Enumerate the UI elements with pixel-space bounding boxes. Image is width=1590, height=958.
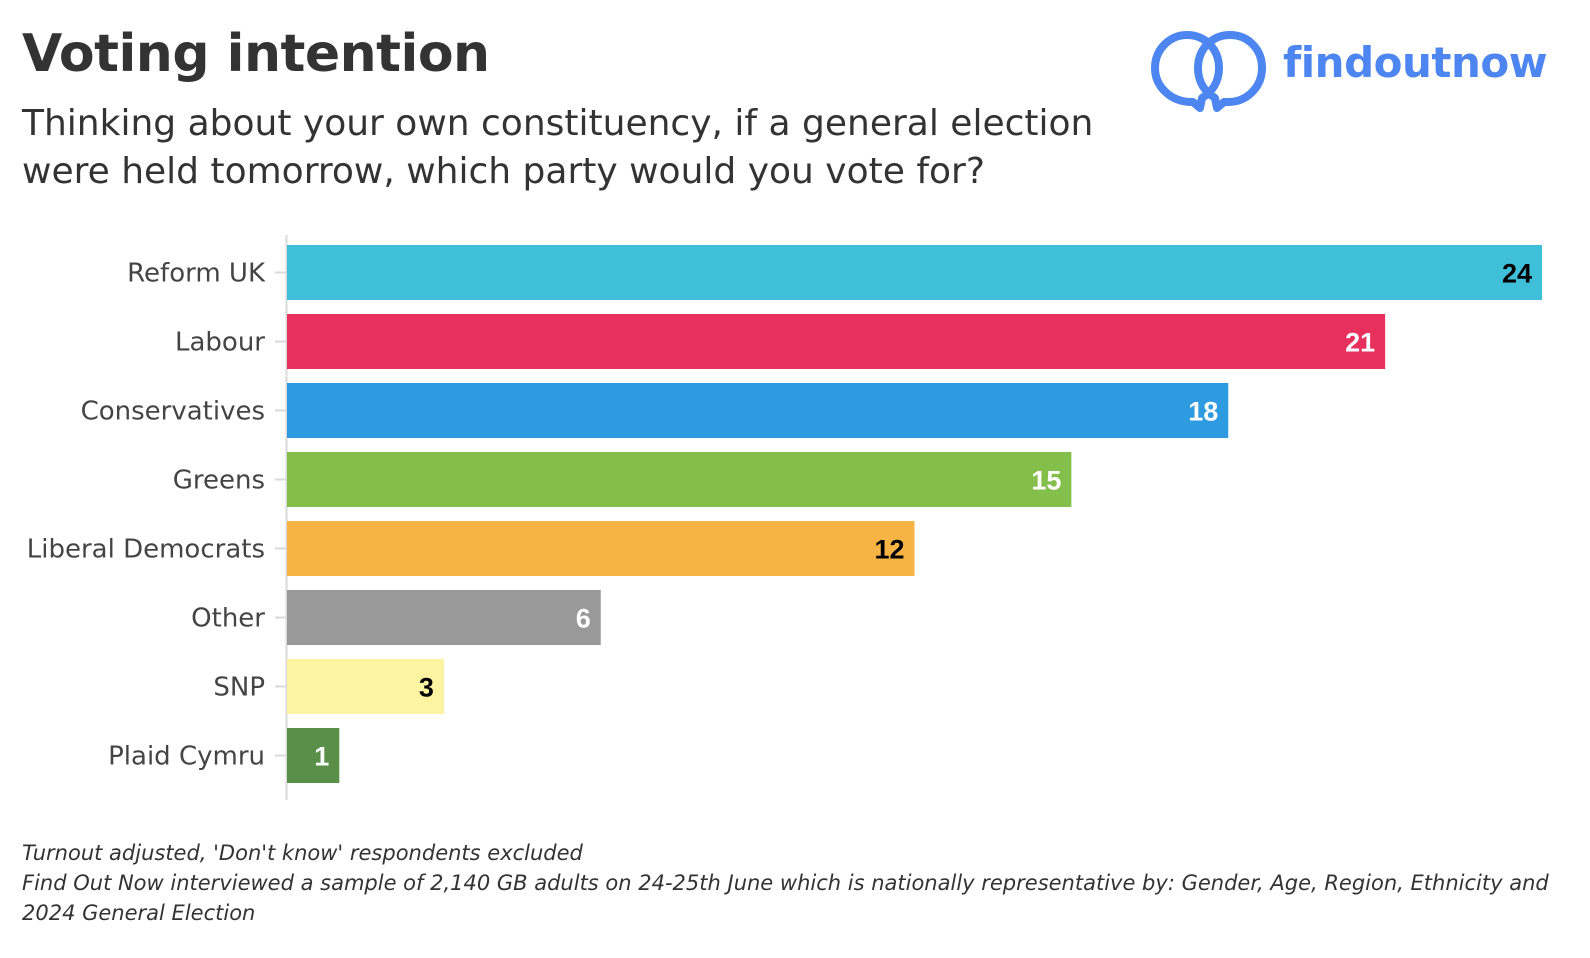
data-label-liberal-democrats: 12 bbox=[874, 535, 904, 565]
brand-logo: findoutnow bbox=[1150, 28, 1550, 112]
data-label-other: 6 bbox=[576, 604, 591, 634]
linked-speech-bubbles-icon bbox=[1151, 31, 1266, 112]
brand-name: findoutnow bbox=[1283, 38, 1548, 87]
bar-conservatives bbox=[287, 383, 1229, 438]
data-label-greens: 15 bbox=[1031, 466, 1061, 496]
bar-greens bbox=[287, 452, 1072, 507]
bar-plaid-cymru bbox=[287, 728, 340, 783]
bar-liberal-democrats bbox=[287, 521, 915, 576]
data-label-conservatives: 18 bbox=[1188, 397, 1218, 427]
chart-subtitle: Thinking about your own constituency, if… bbox=[22, 103, 1094, 192]
footnote: Turnout adjusted, 'Don't know' responden… bbox=[22, 838, 1572, 928]
data-label-labour: 21 bbox=[1345, 328, 1375, 358]
category-label-reform-uk: Reform UK bbox=[127, 259, 266, 289]
category-label-conservatives: Conservatives bbox=[81, 397, 265, 427]
category-label-snp: SNP bbox=[213, 673, 265, 703]
category-label-greens: Greens bbox=[173, 466, 265, 496]
category-label-plaid-cymru: Plaid Cymru bbox=[108, 742, 265, 772]
category-label-labour: Labour bbox=[175, 328, 265, 358]
bar-other bbox=[287, 590, 601, 645]
footnote-turnout: Turnout adjusted, 'Don't know' responden… bbox=[22, 841, 583, 865]
data-label-reform-uk: 24 bbox=[1502, 259, 1532, 289]
bar-reform-uk bbox=[287, 245, 1542, 300]
category-label-liberal-democrats: Liberal Democrats bbox=[27, 535, 265, 565]
category-label-other: Other bbox=[191, 604, 265, 634]
footnote-methodology: Find Out Now interviewed a sample of 2,1… bbox=[22, 871, 1549, 925]
bar-chart: Reform UK 24 Labour 21 Conservatives 18 Greens… bbox=[27, 235, 1542, 800]
data-label-plaid-cymru: 1 bbox=[314, 742, 329, 772]
chart-title: Voting intention bbox=[22, 24, 490, 84]
bar-labour bbox=[287, 314, 1386, 369]
bar-snp bbox=[287, 659, 444, 714]
data-label-snp: 3 bbox=[419, 673, 434, 703]
